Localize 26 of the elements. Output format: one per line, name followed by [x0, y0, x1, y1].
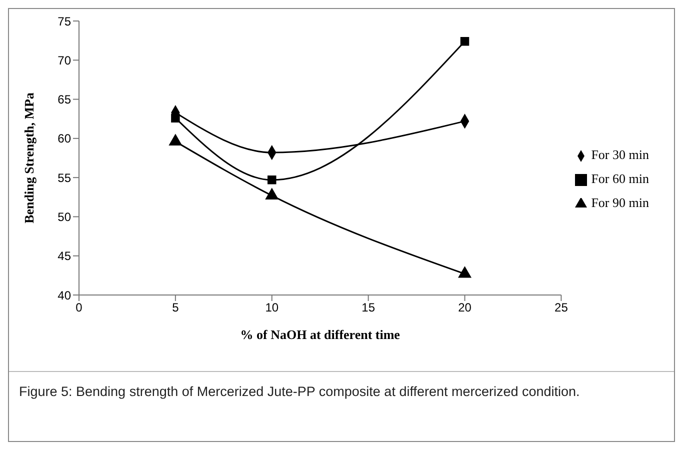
y-tick-label: 65 — [58, 92, 72, 107]
y-tick-label: 70 — [58, 53, 72, 68]
y-tick-label: 55 — [58, 170, 72, 185]
x-tick-label: 15 — [362, 300, 376, 315]
point — [265, 188, 278, 200]
point — [458, 266, 472, 278]
x-tick-label: 20 — [458, 300, 472, 315]
legend-label: For 60 min — [591, 171, 649, 186]
y-axis-title: Bending Strength, MPa — [22, 92, 37, 224]
y-tick-label: 60 — [58, 132, 72, 146]
y-tick-label: 40 — [58, 288, 72, 302]
x-tick-label: 10 — [265, 300, 279, 315]
point — [460, 36, 470, 46]
x-tick-label: 25 — [554, 300, 568, 315]
legend-label: For 90 min — [591, 195, 649, 210]
point — [171, 114, 180, 122]
x-tick-label: 5 — [172, 300, 180, 315]
y-tick-label: 75 — [58, 14, 72, 28]
point — [268, 176, 276, 184]
x-axis-title: % of NaOH at different time — [240, 327, 400, 342]
point — [169, 134, 182, 146]
caption: Figure 5: Bending strength of Mercerized Jute-PP composite at different mercerized condition. — [19, 384, 581, 399]
y-tick-label: 45 — [58, 249, 72, 264]
legend-label: For 30 min — [591, 147, 649, 162]
x-tick-label: 0 — [76, 300, 83, 315]
y-tick-label: 50 — [58, 210, 72, 224]
